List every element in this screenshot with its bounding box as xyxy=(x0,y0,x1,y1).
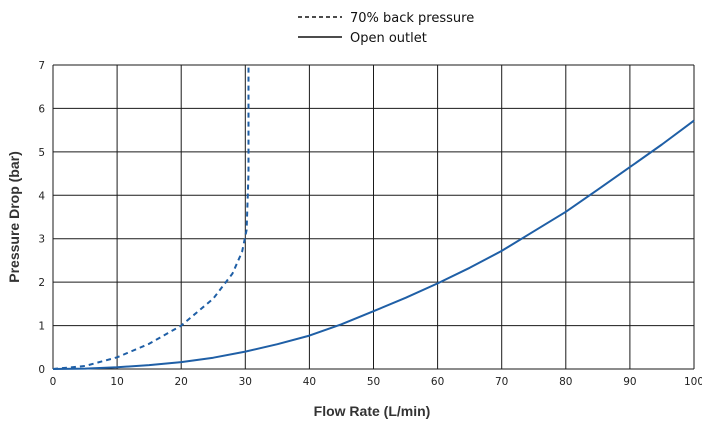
y-tick-label: 3 xyxy=(38,234,45,246)
grid xyxy=(52,64,695,370)
x-tick-label: 50 xyxy=(367,376,380,388)
legend-label-back-pressure: 70% back pressure xyxy=(350,11,474,26)
x-tick-labels: 0 10 20 30 40 50 60 70 80 90 100 xyxy=(50,376,702,388)
x-tick-label: 80 xyxy=(559,376,572,388)
y-tick-label: 7 xyxy=(38,60,45,72)
x-tick-label: 10 xyxy=(110,376,123,388)
series-line-open-outlet xyxy=(52,119,695,370)
y-tick-label: 0 xyxy=(38,364,45,376)
x-tick-label: 30 xyxy=(239,376,252,388)
y-tick-labels: 0 1 2 3 4 5 6 7 xyxy=(38,60,45,376)
legend-label-open-outlet: Open outlet xyxy=(350,31,427,46)
x-axis-title: Flow Rate (L/min) xyxy=(314,403,431,419)
y-tick-label: 1 xyxy=(38,321,45,333)
y-tick-label: 6 xyxy=(38,103,45,115)
x-tick-label: 70 xyxy=(495,376,508,388)
x-tick-label: 90 xyxy=(623,376,636,388)
x-tick-label: 100 xyxy=(684,376,702,388)
y-tick-label: 2 xyxy=(38,277,45,289)
x-tick-label: 60 xyxy=(431,376,444,388)
y-axis-title: Pressure Drop (bar) xyxy=(6,151,22,282)
x-tick-label: 40 xyxy=(303,376,316,388)
y-tick-label: 5 xyxy=(38,147,45,159)
series-line-back-pressure xyxy=(52,65,250,370)
x-tick-label: 20 xyxy=(175,376,188,388)
y-tick-label: 4 xyxy=(38,190,45,202)
x-tick-label: 0 xyxy=(50,376,57,388)
series-lines xyxy=(52,65,695,370)
legend: 70% back pressure Open outlet xyxy=(298,11,474,46)
